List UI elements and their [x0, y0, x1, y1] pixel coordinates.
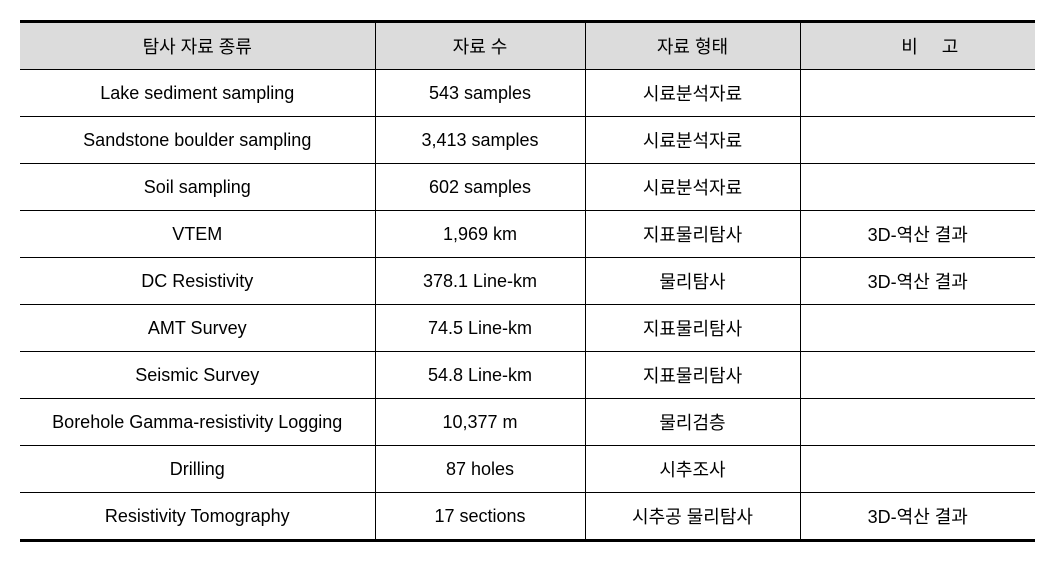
cell-count: 3,413 samples — [375, 117, 585, 164]
cell-count: 17 sections — [375, 493, 585, 541]
cell-form: 시료분석자료 — [585, 70, 800, 117]
header-form: 자료 형태 — [585, 22, 800, 70]
cell-form: 시료분석자료 — [585, 164, 800, 211]
cell-count: 1,969 km — [375, 211, 585, 258]
cell-count: 378.1 Line-km — [375, 258, 585, 305]
survey-data-table: 탐사 자료 종류 자료 수 자료 형태 비고 Lake sediment sam… — [20, 20, 1035, 542]
header-remark-char1: 비 — [877, 37, 942, 57]
table-row: Seismic Survey 54.8 Line-km 지표물리탐사 — [20, 352, 1035, 399]
table-row: Resistivity Tomography 17 sections 시추공 물… — [20, 493, 1035, 541]
header-type: 탐사 자료 종류 — [20, 22, 375, 70]
cell-form: 지표물리탐사 — [585, 352, 800, 399]
cell-count: 10,377 m — [375, 399, 585, 446]
cell-remark — [800, 70, 1035, 117]
table-row: Lake sediment sampling 543 samples 시료분석자… — [20, 70, 1035, 117]
cell-count: 87 holes — [375, 446, 585, 493]
cell-form: 물리탐사 — [585, 258, 800, 305]
cell-type: AMT Survey — [20, 305, 375, 352]
cell-type: Seismic Survey — [20, 352, 375, 399]
cell-type: Drilling — [20, 446, 375, 493]
cell-type: Borehole Gamma-resistivity Logging — [20, 399, 375, 446]
table-row: VTEM 1,969 km 지표물리탐사 3D-역산 결과 — [20, 211, 1035, 258]
cell-remark — [800, 352, 1035, 399]
cell-form: 지표물리탐사 — [585, 305, 800, 352]
header-count: 자료 수 — [375, 22, 585, 70]
table-row: DC Resistivity 378.1 Line-km 물리탐사 3D-역산 … — [20, 258, 1035, 305]
cell-count: 543 samples — [375, 70, 585, 117]
cell-type: VTEM — [20, 211, 375, 258]
cell-remark — [800, 164, 1035, 211]
table-row: AMT Survey 74.5 Line-km 지표물리탐사 — [20, 305, 1035, 352]
cell-form: 물리검층 — [585, 399, 800, 446]
cell-count: 602 samples — [375, 164, 585, 211]
cell-form: 시추공 물리탐사 — [585, 493, 800, 541]
cell-remark — [800, 399, 1035, 446]
table-row: Borehole Gamma-resistivity Logging 10,37… — [20, 399, 1035, 446]
header-remark-char2: 고 — [942, 37, 959, 57]
cell-type: Sandstone boulder sampling — [20, 117, 375, 164]
table-row: Drilling 87 holes 시추조사 — [20, 446, 1035, 493]
cell-type: DC Resistivity — [20, 258, 375, 305]
cell-remark: 3D-역산 결과 — [800, 258, 1035, 305]
cell-remark — [800, 305, 1035, 352]
header-remark: 비고 — [800, 22, 1035, 70]
cell-form: 시추조사 — [585, 446, 800, 493]
cell-remark: 3D-역산 결과 — [800, 211, 1035, 258]
cell-form: 시료분석자료 — [585, 117, 800, 164]
cell-remark — [800, 117, 1035, 164]
cell-remark — [800, 446, 1035, 493]
cell-type: Lake sediment sampling — [20, 70, 375, 117]
cell-remark: 3D-역산 결과 — [800, 493, 1035, 541]
cell-type: Soil sampling — [20, 164, 375, 211]
table-header-row: 탐사 자료 종류 자료 수 자료 형태 비고 — [20, 22, 1035, 70]
table-row: Soil sampling 602 samples 시료분석자료 — [20, 164, 1035, 211]
cell-count: 74.5 Line-km — [375, 305, 585, 352]
cell-count: 54.8 Line-km — [375, 352, 585, 399]
cell-type: Resistivity Tomography — [20, 493, 375, 541]
cell-form: 지표물리탐사 — [585, 211, 800, 258]
table-row: Sandstone boulder sampling 3,413 samples… — [20, 117, 1035, 164]
